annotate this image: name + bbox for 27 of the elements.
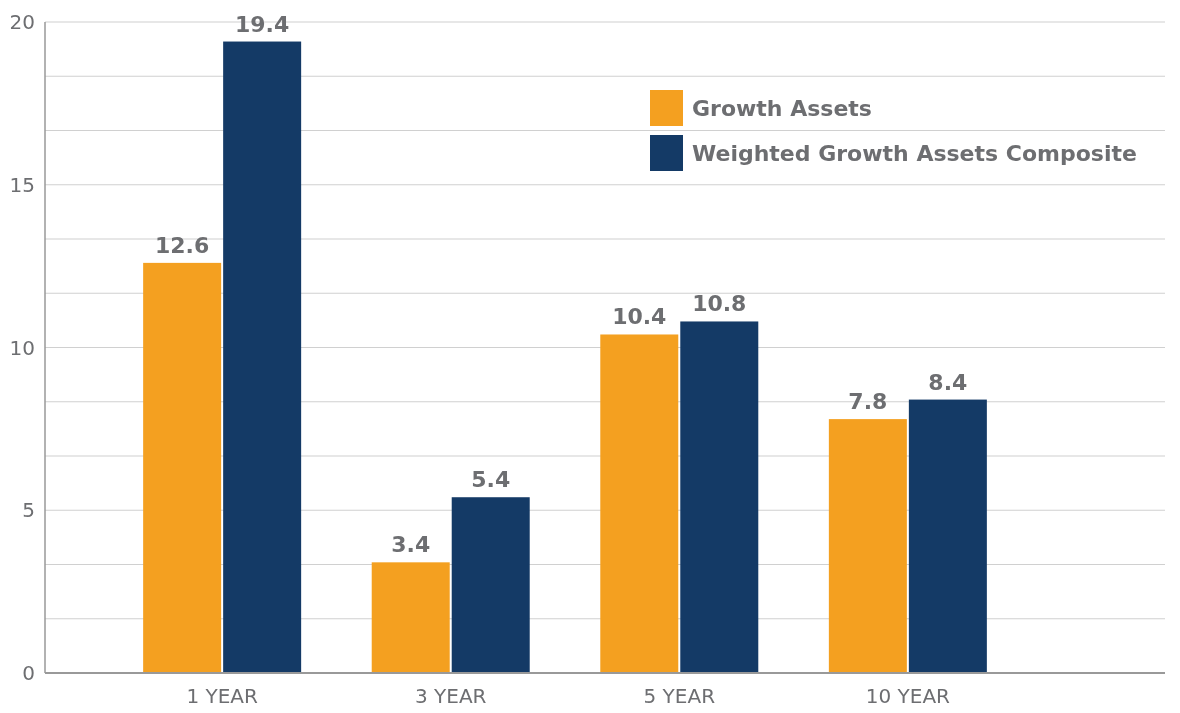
bar (600, 334, 679, 673)
legend-label: Growth Assets (692, 95, 872, 121)
bar (908, 399, 987, 673)
data-label: 5.4 (471, 467, 511, 493)
data-label: 7.8 (848, 389, 888, 415)
x-tick-label: 1 YEAR (186, 684, 258, 708)
x-tick-label: 10 YEAR (865, 684, 951, 708)
bar (828, 419, 907, 673)
data-label: 19.4 (235, 11, 290, 37)
data-label: 8.4 (928, 369, 968, 395)
bar (371, 562, 450, 673)
y-tick-label: 20 (9, 10, 35, 34)
y-tick-label: 5 (22, 498, 35, 523)
data-label: 12.6 (155, 232, 210, 258)
data-label: 10.8 (692, 291, 747, 317)
data-label: 10.4 (612, 304, 667, 330)
bar (451, 497, 530, 673)
y-tick-label: 0 (22, 661, 35, 685)
data-label: 3.4 (391, 532, 431, 558)
x-tick-label: 3 YEAR (414, 684, 487, 708)
bar (223, 41, 302, 673)
x-tick-label: 5 YEAR (643, 684, 716, 708)
legend-label: Weighted Growth Assets Composite (692, 140, 1137, 166)
bar (680, 321, 759, 673)
bar (143, 262, 222, 673)
y-tick-label: 10 (9, 335, 35, 360)
y-tick-label: 15 (9, 172, 35, 197)
